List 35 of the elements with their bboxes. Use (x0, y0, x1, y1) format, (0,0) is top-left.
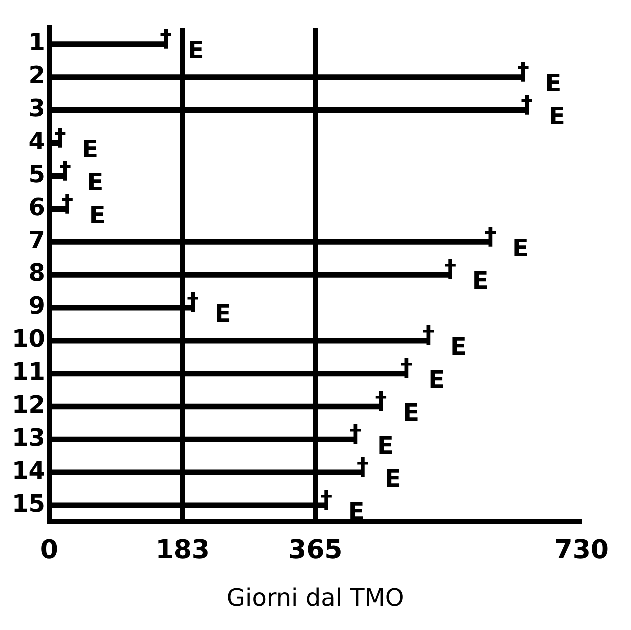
annotation: E (378, 432, 394, 460)
annotation: E (188, 36, 204, 65)
y-tick-label: 2 (28, 62, 46, 90)
y-tick-label: 3 (28, 94, 46, 123)
annotation: E (214, 300, 232, 328)
y-tick-label: 15 (12, 490, 46, 518)
annotation: E (512, 234, 529, 262)
y-tick-label: 14 (12, 456, 46, 485)
x-tick-label: 365 (288, 535, 343, 566)
annotation: E (87, 168, 104, 196)
y-tick-label: 11 (12, 358, 46, 386)
annotation: E (472, 267, 489, 296)
x-tick-label: 730 (554, 535, 610, 566)
annotation: E (548, 102, 566, 131)
x-axis-title: Giorni dal TMO (226, 584, 404, 612)
annotation: E (82, 136, 99, 164)
y-tick-label: 10 (12, 325, 46, 354)
annotation: E (450, 333, 467, 362)
annotation: E (89, 201, 106, 230)
y-tick-label: 5 (28, 160, 46, 188)
annotation: E (545, 70, 562, 98)
x-tick-label: 183 (156, 535, 210, 566)
y-tick-label: 8 (28, 259, 46, 288)
y-tick-label: 9 (28, 292, 46, 320)
y-tick-label: 13 (12, 424, 46, 452)
annotation: E (403, 398, 420, 427)
annotation: E (384, 464, 402, 493)
y-tick-label: 4 (28, 128, 46, 156)
y-tick-label: 7 (28, 226, 46, 254)
y-tick-label: 1 (28, 28, 46, 57)
y-tick-label: 12 (12, 390, 46, 419)
x-tick-label: 0 (40, 535, 58, 566)
annotation: E (428, 366, 446, 394)
y-tick-label: 6 (28, 193, 46, 222)
annotation: E (348, 498, 365, 526)
